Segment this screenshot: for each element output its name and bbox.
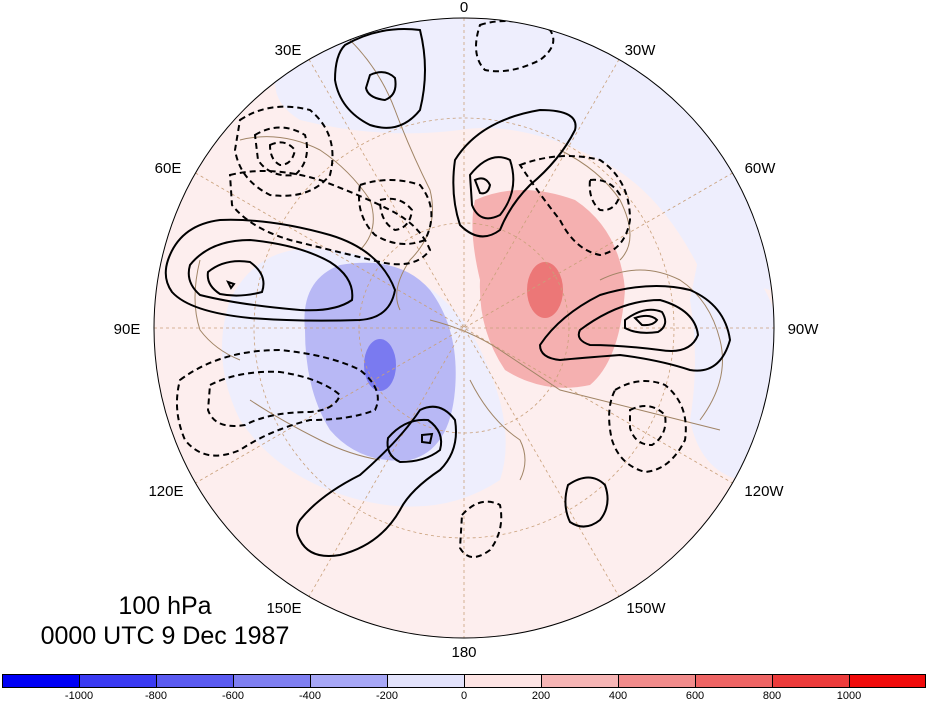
colorbar-box xyxy=(2,674,80,688)
contours-negative xyxy=(175,20,687,558)
colorbar-tick-label: -800 xyxy=(144,690,168,702)
colorbar-tick-label: -1000 xyxy=(64,690,94,702)
colorbar-box xyxy=(464,674,542,688)
contours-positive xyxy=(164,28,732,557)
colorbar-box xyxy=(772,674,850,688)
lon-label-30w: 30W xyxy=(625,42,657,59)
colorbar-box xyxy=(541,674,619,688)
globe-boundary xyxy=(153,17,775,639)
shading-positive-core xyxy=(527,262,563,318)
colorbar-box xyxy=(79,674,157,688)
longitude-labels: 0 30W 60W 90W 120W 150W 180 150E 120E 90… xyxy=(114,0,820,661)
colorbar-tick-label: 200 xyxy=(531,690,551,702)
colorbar-box xyxy=(156,674,234,688)
lon-label-150w: 150W xyxy=(626,600,666,617)
colorbar-tick-label: 600 xyxy=(685,690,705,702)
graticule xyxy=(154,18,774,638)
lon-label-30e: 30E xyxy=(275,42,302,59)
colorbar-box xyxy=(695,674,773,688)
lon-label-180: 180 xyxy=(451,644,476,661)
lon-label-120w: 120W xyxy=(744,483,784,500)
caption-level: 100 hPa xyxy=(118,592,212,620)
caption-time: 0000 UTC 9 Dec 1987 xyxy=(40,622,290,650)
colorbar-box xyxy=(387,674,465,688)
colorbar-tick-label: 1000 xyxy=(836,690,862,702)
colorbar-tick-label: -400 xyxy=(298,690,322,702)
colorbar-box xyxy=(310,674,388,688)
colorbar-tick-label: 0 xyxy=(460,690,468,702)
shading-negative-north xyxy=(275,18,774,290)
colorbar-tick-label: 400 xyxy=(608,690,628,702)
colorbar-tick-label: -200 xyxy=(375,690,399,702)
lon-label-90e: 90E xyxy=(114,321,141,338)
lon-label-60e: 60E xyxy=(155,160,182,177)
lon-label-120e: 120E xyxy=(148,483,183,500)
colorbar-box xyxy=(849,674,926,688)
coastlines xyxy=(194,39,723,481)
colorbar-box xyxy=(618,674,696,688)
shading-negative-east xyxy=(690,250,774,480)
colorbar-tick-label: -600 xyxy=(221,690,245,702)
colorbar-tick-label: 800 xyxy=(762,690,782,702)
map-field xyxy=(154,18,774,638)
colorbar: -1000 -800 -600 -400 -200 0 200 400 600 800 1000 xyxy=(0,674,928,702)
lon-label-60w: 60W xyxy=(745,160,777,177)
polar-map: 0 30W 60W 90W 120W 150W 180 150E 120E 90… xyxy=(114,0,820,661)
lon-label-150e: 150E xyxy=(266,600,301,617)
lon-label-0: 0 xyxy=(460,0,468,16)
colorbar-box xyxy=(233,674,311,688)
lon-label-90w: 90W xyxy=(788,321,820,338)
